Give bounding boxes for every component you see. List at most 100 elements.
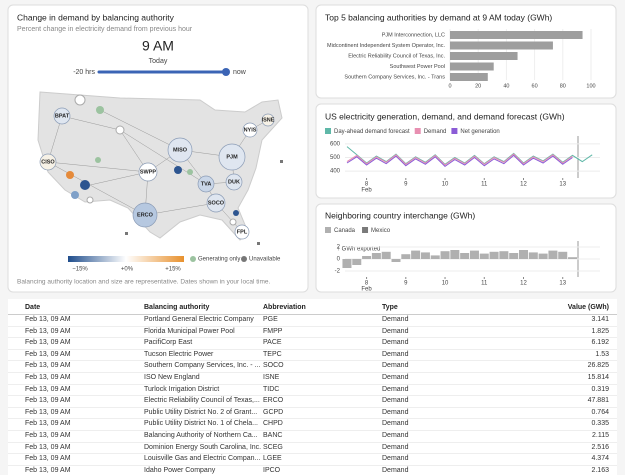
- table-cell: ISNE: [263, 374, 280, 381]
- bar: [519, 250, 528, 259]
- table-cell: Public Utility District No. 2 of Grant..…: [144, 408, 258, 416]
- table-cell: Feb 13, 09 AM: [25, 397, 71, 405]
- table-cell: Demand: [382, 432, 409, 439]
- table-row: Feb 13, 09 AM Florida Municipal Power Poo…: [8, 326, 617, 339]
- table-cell: Portland General Electric Company: [144, 316, 254, 323]
- table-cell: Public Utility District No. 1 of Chela..…: [144, 420, 258, 428]
- table-cell: Tucson Electric Power: [144, 350, 214, 358]
- bar: [381, 251, 391, 259]
- table-cell: SCEG: [263, 443, 283, 451]
- table-cell: PacifiCorp East: [144, 339, 193, 347]
- legend-label: +15%: [165, 267, 181, 273]
- map-title: Change in demand by balancing authority: [17, 12, 175, 22]
- table-cell: 0.335: [591, 420, 609, 428]
- table-cell: PGE: [263, 316, 278, 323]
- series-line: [346, 154, 573, 168]
- table-cell: Demand: [382, 327, 409, 335]
- slider-end: now: [233, 69, 247, 76]
- x-tick-label: 12: [520, 281, 527, 287]
- legend-swatch: [451, 128, 458, 134]
- y-tick-label: Southwest Power Pool: [390, 64, 445, 70]
- table-cell: GCPD: [263, 408, 284, 416]
- table-cell: Demand: [382, 362, 409, 370]
- table-cell: Demand: [382, 455, 409, 463]
- table-row: Feb 13, 09 AM Southern Company Services, …: [8, 360, 617, 373]
- x-tick-label: 10: [442, 281, 449, 287]
- unavailable-swatch: [241, 256, 247, 262]
- bar: [538, 253, 548, 259]
- table-cell: 0.319: [591, 385, 609, 393]
- table-cell: Louisville Gas and Electric Compan...: [144, 455, 261, 463]
- table-cell: Feb 13, 09 AM: [25, 385, 71, 393]
- table-cell: 6.192: [591, 339, 609, 347]
- table-cell: 47.881: [587, 397, 609, 405]
- table-cell: 1.825: [591, 327, 609, 335]
- table-cell: 1.53: [595, 350, 609, 358]
- interchange-title: Neighboring country interchange (GWh): [325, 210, 475, 220]
- x-tick-label: 20: [475, 83, 481, 89]
- bar: [450, 41, 553, 50]
- table-cell: 2.516: [591, 443, 609, 451]
- table-cell: Feb 13, 09 AM: [25, 350, 71, 358]
- bar: [450, 250, 460, 259]
- x-tick-label: 80: [560, 83, 566, 89]
- legend-label: Mexico: [371, 228, 391, 234]
- y-tick-label: 400: [330, 169, 341, 175]
- x-tick-label: 40: [503, 83, 509, 89]
- ba-label: ISNE: [262, 117, 275, 123]
- table-cell: Demand: [382, 374, 409, 381]
- table-cell: 2.163: [591, 466, 609, 474]
- legend-label: Day-ahead demand forecast: [334, 129, 410, 135]
- y-tick-label: 2: [337, 245, 341, 251]
- slider-handle[interactable]: [222, 68, 230, 76]
- x-tick-label: 60: [532, 83, 538, 89]
- bar: [528, 252, 538, 259]
- table-row: Feb 13, 09 AM Idaho Power Company IPCO Dema…: [8, 465, 617, 475]
- bar: [411, 250, 421, 259]
- bar: [430, 255, 440, 259]
- table-cell: SOCO: [263, 362, 284, 370]
- x-tick-label: 11: [481, 281, 488, 287]
- table-row: Feb 13, 09 AM Louisville Gas and Electric…: [8, 453, 617, 466]
- x-tick-label: 0: [448, 83, 451, 89]
- bar: [469, 250, 479, 259]
- table-cell: Feb 13, 09 AM: [25, 362, 71, 370]
- table-cell: TEPC: [263, 350, 282, 358]
- bar: [499, 251, 509, 259]
- ba-label: TVA: [201, 181, 212, 187]
- y-tick-label: -2: [335, 269, 341, 275]
- y-tick-label: 500: [330, 155, 341, 161]
- map-bubbles: [39, 107, 275, 240]
- y-tick-label: Midcontinent Independent System Operator…: [327, 43, 445, 49]
- color-scale: [68, 256, 184, 262]
- table-cell: Demand: [382, 385, 409, 393]
- ba-label: ERCO: [137, 212, 154, 218]
- table-cell: CHPD: [263, 420, 283, 428]
- hour: 9 AM: [142, 38, 174, 54]
- x-tick-label: 10: [442, 182, 449, 188]
- table-cell: Feb 13, 09 AM: [25, 327, 71, 335]
- table-row: Feb 13, 09 AM ISO New England ISNE Demand 15…: [8, 372, 617, 385]
- legend-label: Net generation: [460, 129, 499, 135]
- table-row: Feb 13, 09 AM Portland General Electric C…: [8, 314, 617, 327]
- table-cell: 26.825: [587, 362, 609, 370]
- y-tick-label: Electric Reliability Council of Texas, I…: [348, 53, 445, 59]
- x-tick-label: 9: [404, 281, 408, 287]
- ba-label: DUK: [228, 179, 240, 185]
- table-cell: ERCO: [263, 397, 284, 405]
- ba-label: SOCO: [208, 200, 225, 206]
- legend-label: +0%: [121, 267, 134, 273]
- table-cell: PACE: [263, 339, 282, 347]
- table-cell: Feb 13, 09 AM: [25, 420, 71, 428]
- table-cell: Balancing Authority of Northern Ca...: [144, 432, 258, 439]
- table-cell: Demand: [382, 466, 409, 474]
- month-label: Feb: [361, 287, 372, 293]
- x-tick-label: 8: [365, 281, 369, 287]
- ba-label: MISO: [173, 147, 188, 153]
- bar: [362, 256, 372, 259]
- table-cell: Dominion Energy South Carolina, Inc.: [144, 443, 262, 451]
- bar: [371, 253, 381, 259]
- table-row: Feb 13, 09 AM Turlock Irrigation District…: [8, 384, 617, 397]
- day: Today: [149, 58, 168, 65]
- table-cell: Southern Company Services, Inc. - ...: [144, 362, 261, 370]
